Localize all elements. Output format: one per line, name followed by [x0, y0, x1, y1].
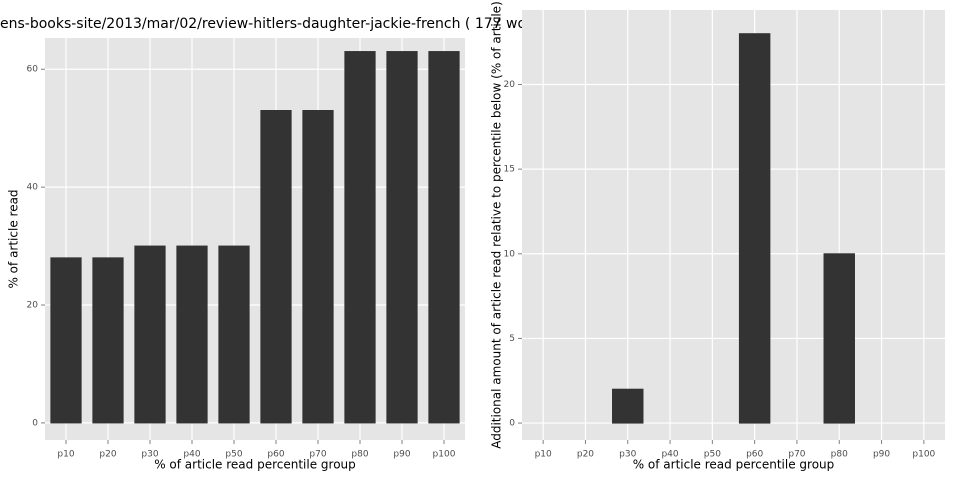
- x-tick-label: p80: [351, 450, 368, 460]
- bar: [738, 33, 771, 424]
- bar: [176, 245, 208, 424]
- x-tick-label: p30: [619, 450, 636, 460]
- x-tick-label: p20: [577, 450, 594, 460]
- bar: [92, 257, 124, 424]
- bar: [218, 245, 250, 424]
- bar: [612, 388, 644, 424]
- y-tick-label: 10: [504, 249, 516, 259]
- bar: [428, 51, 460, 424]
- x-tick-label: p10: [535, 450, 552, 460]
- x-tick-label: p100: [433, 450, 456, 460]
- x-tick-label: p70: [788, 450, 805, 460]
- y-axis-title: Additional amount of article read relati…: [490, 1, 504, 449]
- y-tick-label: 0: [32, 418, 38, 428]
- x-tick-label: p80: [831, 450, 848, 460]
- bar: [344, 51, 376, 424]
- x-tick-label: p40: [183, 450, 200, 460]
- x-tick-label: p100: [912, 450, 935, 460]
- bar: [302, 110, 334, 424]
- x-tick-label: p20: [99, 450, 116, 460]
- y-tick-label: 40: [27, 183, 39, 193]
- x-tick-label: p30: [141, 450, 158, 460]
- x-tick-label: p90: [873, 450, 890, 460]
- x-tick-label: p70: [309, 450, 326, 460]
- bar: [50, 257, 82, 424]
- x-axis-title: % of article read percentile group: [154, 458, 356, 472]
- plot-background: [522, 10, 945, 440]
- chart-title: ens-books-site/2013/mar/02/review-hitler…: [0, 16, 540, 32]
- y-tick-label: 20: [504, 80, 516, 90]
- y-tick-label: 0: [509, 419, 515, 429]
- y-tick-label: 15: [504, 165, 515, 175]
- y-tick-label: 60: [27, 65, 39, 75]
- x-tick-label: p50: [225, 450, 242, 460]
- x-tick-label: p50: [704, 450, 721, 460]
- y-tick-label: 20: [27, 301, 39, 311]
- x-tick-label: p60: [746, 450, 763, 460]
- y-axis-title: % of article read: [7, 189, 21, 288]
- x-tick-label: p10: [57, 450, 74, 460]
- bar: [386, 51, 418, 424]
- bar: [134, 245, 166, 424]
- x-axis-title: % of article read percentile group: [633, 458, 835, 472]
- bar: [260, 110, 292, 424]
- bar: [823, 253, 855, 424]
- y-tick-label: 5: [509, 334, 515, 344]
- x-tick-label: p90: [393, 450, 410, 460]
- x-tick-label: p60: [267, 450, 284, 460]
- x-tick-label: p40: [661, 450, 678, 460]
